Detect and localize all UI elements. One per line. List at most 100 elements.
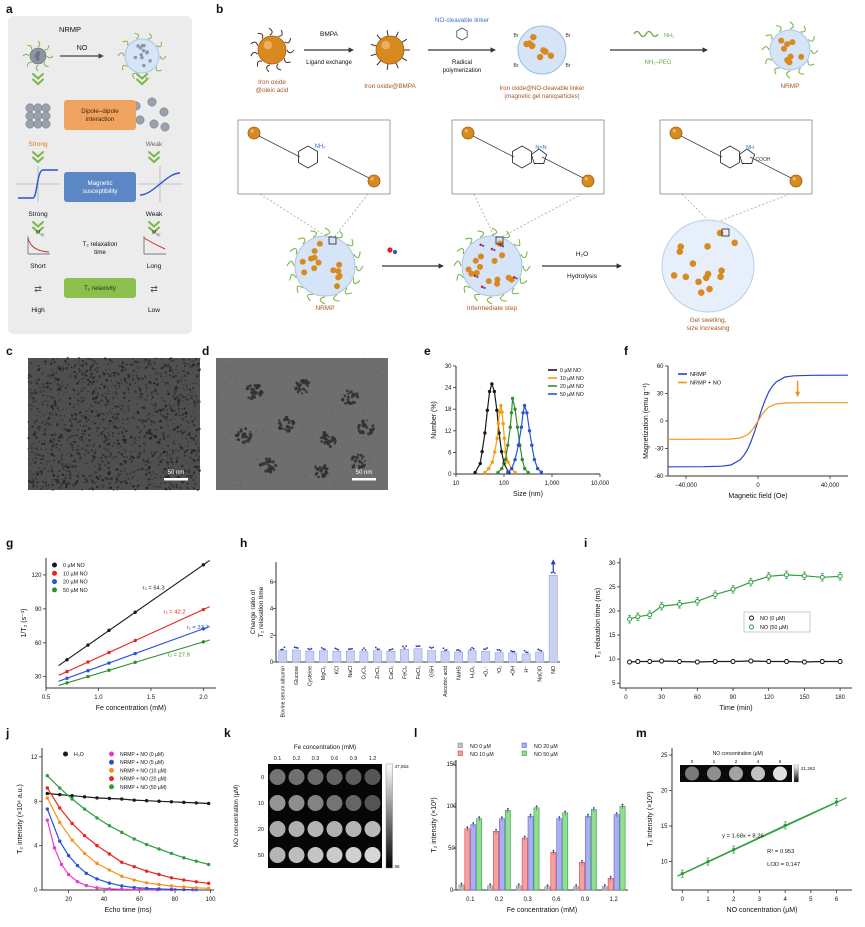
legend-label: NRMP + NO	[690, 381, 722, 387]
x-tick-label: 2.0	[199, 695, 208, 701]
data-point	[509, 411, 514, 415]
down-chevron-icon	[148, 156, 160, 164]
x-tick-label: 60	[694, 695, 701, 701]
y-axis-label: T₂ intensity (×10⁴ a.u.)	[17, 784, 24, 854]
bar	[613, 814, 620, 891]
phantom-well	[288, 847, 305, 863]
phantom-well	[307, 795, 324, 811]
bar-FeCl₃	[413, 648, 423, 663]
svg-text:Low: Low	[148, 307, 160, 314]
bar	[464, 828, 471, 891]
aggregated-particles-icon	[25, 119, 35, 129]
data-point	[730, 659, 736, 665]
scale-bar	[164, 478, 188, 481]
data-point	[322, 648, 325, 650]
y-tick-label: -60	[655, 474, 664, 480]
inset-phantom-well	[707, 766, 721, 781]
reaction-label: Hydrolysis	[567, 273, 598, 280]
bar	[527, 815, 534, 891]
bar-ZnCl₂	[373, 650, 382, 663]
data-point	[635, 614, 641, 620]
data-point	[95, 796, 99, 800]
svg-text:0: 0	[270, 660, 274, 666]
y-axis-label: Magnetization (emu g⁻¹)	[643, 383, 650, 459]
step-label: NRMP	[315, 305, 334, 312]
x-tick-label: 60	[136, 897, 143, 903]
t2-relaxation-label: time	[94, 249, 106, 256]
data-point	[694, 598, 700, 604]
aggregated-particles-icon	[25, 103, 35, 113]
data-point	[615, 812, 618, 814]
colorbar-min: 68	[395, 864, 401, 869]
data-point	[201, 563, 206, 567]
data-point	[540, 649, 543, 652]
category-label: H⁺	[524, 666, 530, 673]
data-point	[499, 649, 502, 652]
data-point	[133, 638, 137, 643]
x-tick-label: −40,000	[675, 483, 698, 489]
data-point	[82, 807, 87, 811]
data-point	[137, 887, 142, 892]
relaxivity-arrows-icon: ⇄	[34, 284, 42, 294]
data-point	[308, 648, 311, 651]
x-tick-label: 100	[205, 897, 216, 903]
col-title: Fe concentration (mM)	[294, 744, 356, 751]
data-point	[347, 648, 350, 650]
mxy-label: Mxy	[152, 230, 162, 237]
step-label: (magnetic gel nanoparticles)	[504, 94, 579, 100]
data-point	[133, 651, 137, 656]
data-point	[525, 411, 529, 415]
col-label: 0.6	[331, 756, 339, 762]
data-point	[65, 669, 69, 674]
phantom-well	[307, 847, 324, 863]
data-point	[280, 648, 283, 651]
data-point	[627, 616, 633, 622]
data-point	[575, 884, 578, 887]
data-point	[523, 466, 527, 471]
down-chevron-icon	[136, 73, 148, 80]
data-point	[144, 869, 149, 873]
phantom-well	[307, 769, 324, 785]
bar	[550, 851, 557, 891]
data-point	[530, 443, 534, 447]
iron-oxide-sphere	[789, 174, 803, 188]
legend-label: H₂O	[74, 752, 84, 758]
phantom-well	[364, 769, 381, 785]
triazole-label: N=N	[535, 145, 546, 151]
data-point	[459, 650, 462, 652]
iron-oxide-sphere	[669, 126, 683, 140]
data-point	[659, 603, 665, 609]
reaction-label: polymerization	[443, 68, 482, 74]
legend-label: 0 µM NO	[560, 368, 581, 374]
data-point	[484, 648, 487, 651]
bar-H⁺	[521, 653, 531, 663]
zoom-source-box	[721, 228, 730, 237]
data-point	[45, 807, 50, 811]
data-point	[592, 807, 595, 809]
data-point	[169, 876, 174, 880]
reagent-label: BMPA	[320, 31, 339, 38]
no-molecule-icon	[393, 250, 397, 254]
hysteresis-curve-icon	[18, 169, 58, 199]
y-tick-label: 30	[35, 675, 42, 681]
data-point	[680, 871, 684, 876]
data-point	[107, 796, 112, 801]
panel-label-h: h	[240, 536, 248, 550]
data-point	[471, 646, 473, 649]
data-point	[144, 798, 149, 803]
no-arrow	[550, 559, 556, 565]
data-point	[553, 572, 556, 574]
arrow	[702, 47, 708, 53]
data-point	[550, 571, 553, 574]
mxy-label: Mxy	[36, 230, 46, 237]
data-point	[95, 861, 99, 866]
row-label: 50	[258, 853, 264, 859]
data-point	[609, 875, 612, 878]
panel-c-tem-image: 50 nm	[27, 356, 202, 492]
data-point	[499, 403, 503, 408]
data-point	[157, 847, 161, 851]
legend-label: NO 0 µM	[470, 744, 491, 750]
data-point	[487, 389, 492, 394]
legend-label: 20 µM NO	[63, 580, 88, 586]
